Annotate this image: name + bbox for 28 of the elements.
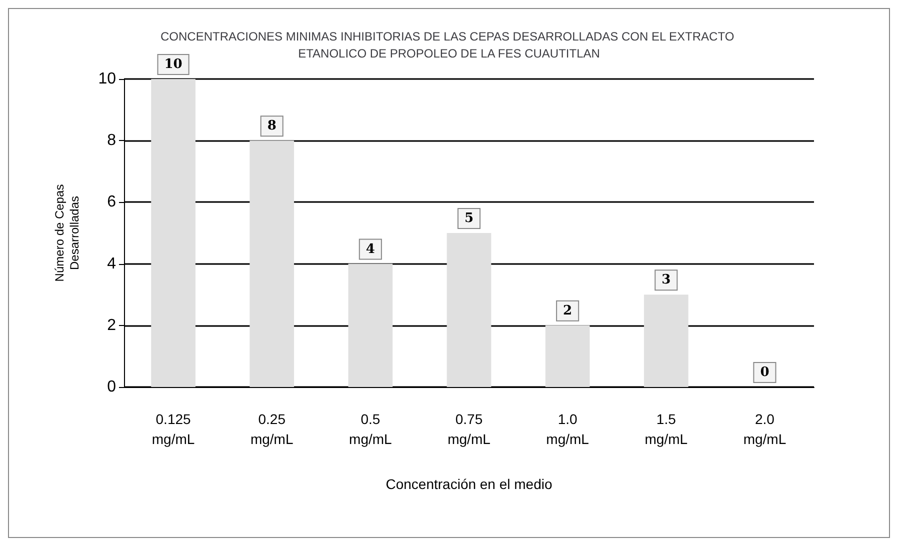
x-tick-label: 2.0 mg/mL: [743, 411, 786, 447]
y-axis-title: Número de Cepas Desarrolladas: [52, 184, 82, 282]
bar: [545, 325, 590, 387]
bar: [250, 140, 294, 387]
bar: [644, 294, 688, 387]
y-tick-label: 6: [107, 194, 116, 211]
data-label: 0: [760, 365, 770, 380]
x-tick-label: 0.25 mg/mL: [250, 411, 294, 447]
x-tick-label: 1.0 mg/mL: [546, 411, 590, 447]
x-tick-label: 0.75 mg/mL: [448, 411, 491, 447]
bar: [151, 79, 196, 387]
x-axis-title: Concentración en el medio: [386, 476, 552, 492]
data-label: 4: [366, 242, 375, 257]
y-tick-label: 4: [107, 255, 116, 272]
bar: [446, 233, 492, 387]
y-tick-label: 10: [98, 70, 116, 88]
bar: [348, 264, 393, 387]
y-tick-label: 0: [107, 378, 116, 396]
x-tick-label: 1.5 mg/mL: [644, 411, 688, 447]
y-tick-label: 2: [107, 316, 116, 334]
data-label: 3: [662, 272, 671, 288]
data-label: 2: [563, 303, 572, 318]
x-tick-label: 0.5 mg/mL: [349, 411, 392, 447]
data-label: 5: [464, 211, 474, 226]
data-label: 8: [267, 118, 276, 134]
data-label: 10: [164, 57, 182, 72]
x-tick-label: 0.125 mg/mL: [152, 411, 195, 447]
y-tick-label: 8: [107, 132, 116, 150]
